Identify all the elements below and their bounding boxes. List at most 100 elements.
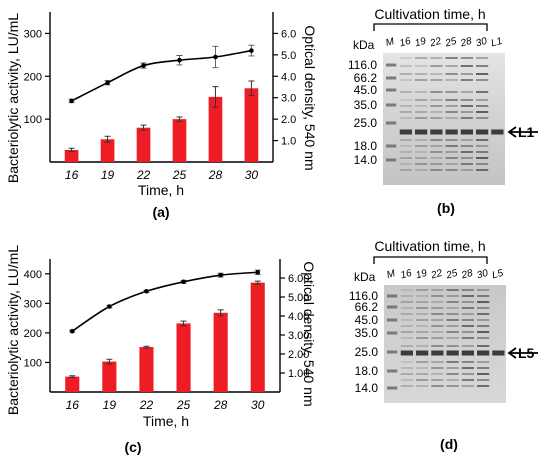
gel-b-lane-band [415, 163, 428, 165]
chart-c-bar [176, 323, 191, 392]
chart-a-od-point [177, 57, 182, 63]
gel-b-lane-band [399, 169, 412, 171]
gel-b-lane-band [445, 99, 458, 101]
gel-d-lane-band [416, 301, 429, 303]
gel-d-lane-band [400, 361, 413, 363]
gel-d-band-label: L5 [518, 345, 535, 361]
gel-b-lane-band [399, 99, 412, 101]
gel-d-purified-band [492, 350, 505, 356]
chart-c-ylabel: Bacteriolytic activity, LU/mL [5, 245, 21, 415]
chart-a-od-line [71, 49, 252, 102]
chart-a-od-point [213, 54, 218, 60]
chart-c-ytick-label-right: 5.00 [288, 292, 309, 304]
chart-a-od-point [141, 63, 146, 68]
gel-d-lane-band [461, 301, 474, 303]
chart-a-xtick-label: 16 [65, 168, 79, 182]
gel-d-lane-band [416, 345, 429, 347]
chart-c-od-line [71, 271, 258, 332]
gel-d-lane-band [461, 313, 474, 315]
chart-c-bar-error [106, 358, 113, 365]
gel-d-lane-band [446, 325, 459, 327]
chart-a-bar-error [140, 124, 147, 131]
gel-b-marker-label: 25.0 [354, 116, 378, 130]
gel-d-main-band [461, 350, 474, 356]
gel-b-lane-band [430, 105, 443, 107]
gel-d-lane-band [477, 337, 490, 339]
gel-d-lane-band [461, 337, 474, 339]
gel-d-title: Cultivation time, h [374, 238, 485, 254]
gel-b-lane-label: M [385, 36, 397, 49]
chart-c-ylabel-right: Optical density, 540 nm [301, 261, 317, 406]
gel-b-lane-band [476, 99, 489, 101]
gel-b-lane-band [415, 111, 428, 113]
gel-d-lane-band [477, 385, 490, 387]
gel-b-lane-band [399, 157, 412, 159]
gel-b-purified-band [491, 129, 504, 135]
gel-b-lane-band [430, 163, 443, 165]
gel-b-lane-band [415, 139, 428, 141]
gel-d-lane-band [400, 337, 413, 339]
gel-b-marker-label: 116.0 [348, 58, 377, 72]
gel-d-ladder-band [387, 318, 398, 322]
gel-d-lane-band [477, 361, 490, 363]
chart-c-xtick-label: 25 [176, 398, 191, 412]
gel-d-ladder-band [387, 294, 398, 298]
gel-d-lane-band [416, 325, 429, 327]
gel-d-lane-band [400, 301, 413, 303]
gel-d-lane-band [400, 307, 413, 309]
gel-b-lane-label: 25 [443, 36, 458, 50]
gel-b-lane-band [415, 91, 428, 93]
gel-b-lane-band [430, 57, 443, 59]
gel-b-lane-band [460, 79, 473, 81]
gel-b-ladder-band [386, 103, 397, 107]
gel-d-lane-label: 22 [429, 268, 444, 282]
gel-d-lane-label: 19 [415, 268, 429, 282]
chart-c-od-point [181, 279, 186, 285]
gel-b-lane-band [460, 157, 473, 159]
gel-b-lane-label: 19 [414, 36, 428, 50]
gel-b-ladder-band [386, 144, 397, 148]
gel-d-lane-label: 16 [399, 268, 413, 282]
gel-d-lane-band [446, 313, 459, 315]
chart-c-od-point [144, 289, 149, 294]
chart-c-ytick-label-right: 4.00 [288, 311, 309, 323]
chart-a-bar [208, 96, 223, 162]
gel-d-lane-label: L5 [491, 268, 505, 282]
gel-d-lane-band [446, 319, 459, 321]
chart-c-bar-error [180, 320, 187, 327]
gel-d-lane-band [477, 367, 490, 369]
gel-d-lane-band [431, 325, 444, 327]
gel-d-lane-band [477, 373, 490, 375]
gel-d-lane-band [431, 337, 444, 339]
gel-d-lane-band [400, 385, 413, 387]
gel-d-lane-band [446, 379, 459, 381]
gel-b: Cultivation time, h kDa M 16 19 22 25 28 30 L11… [348, 6, 538, 216]
gel-d-main-band [416, 350, 429, 356]
gel-b-lane-band [415, 65, 428, 67]
gel-b-lane-band [460, 111, 473, 113]
gel-d-lane-band [477, 345, 490, 347]
chart-a-ytick-label-right: 5.0 [281, 50, 296, 62]
chart-a: 100 200 300 1.0 2.0 3.0 4.0 5.0 6.0 16 19 22 25 28 30 [24, 12, 296, 182]
chart-a-xtick-label: 30 [245, 168, 259, 182]
chart-a-bar [64, 150, 79, 162]
chart-c-xtick-label: 30 [251, 398, 265, 412]
gel-b-title: Cultivation time, h [374, 6, 485, 22]
gel-b-lane-band [460, 117, 473, 119]
gel-b-lane-band [445, 117, 458, 119]
gel-b-lane-band [445, 169, 458, 171]
gel-d-marker-label: 25.0 [355, 345, 379, 359]
gel-b-lane-band [430, 117, 443, 119]
chart-a-ytick-label-right: 3.0 [281, 93, 296, 105]
gel-b-lane-label: 16 [398, 36, 412, 50]
gel-b-lane-band [430, 151, 443, 153]
gel-b-lane-band [415, 57, 428, 59]
gel-d-lane-band [461, 325, 474, 327]
gel-d-lane-band [431, 367, 444, 369]
gel-b-lane-band [460, 151, 473, 153]
gel-b-lane-band [399, 151, 412, 153]
chart-a-ytick-label-right: 4.0 [281, 71, 296, 83]
gel-b-lane-band [430, 111, 443, 113]
gel-d-lane-band [400, 367, 413, 369]
gel-b-arrow [507, 126, 538, 138]
